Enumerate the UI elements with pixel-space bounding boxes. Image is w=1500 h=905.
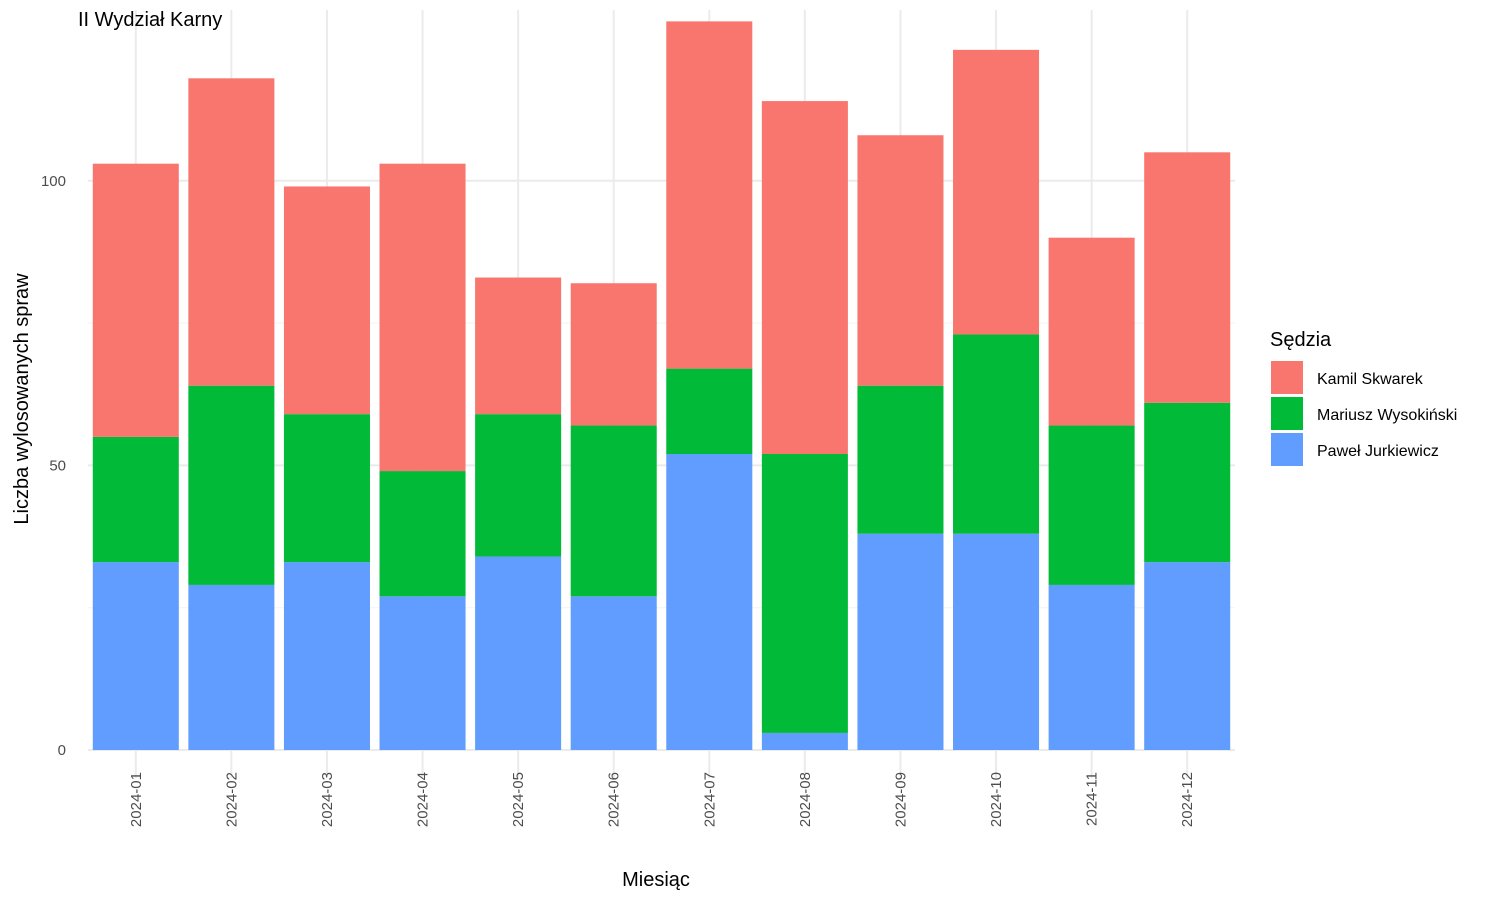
bar-segment [188, 385, 275, 585]
bar-segment [1144, 402, 1231, 563]
x-tick-label: 2024-02 [223, 772, 240, 827]
bar-segment [92, 163, 179, 437]
legend-label: Mariusz Wysokiński [1317, 407, 1457, 424]
x-tick-label: 2024-09 [892, 772, 909, 827]
bar-segment [761, 732, 848, 750]
bar-segment [475, 414, 562, 557]
bar-segment [666, 454, 753, 750]
bar-segment [1048, 425, 1135, 585]
legend-label: Kamil Skwarek [1317, 371, 1424, 388]
x-tick-label: 2024-07 [701, 772, 718, 827]
bar-segment [283, 186, 370, 415]
bar-segment [379, 163, 466, 472]
bar-segment [666, 21, 753, 369]
legend-title: Sędzia [1270, 329, 1332, 351]
x-tick-label: 2024-11 [1084, 772, 1101, 826]
bar-segment [1048, 237, 1135, 426]
bar-segment [379, 596, 466, 750]
x-tick-label: 2024-03 [319, 772, 336, 827]
bar-segment [92, 562, 179, 750]
x-tick-label: 2024-08 [797, 772, 814, 827]
bar-segment [379, 471, 466, 597]
bar-segment [1144, 152, 1231, 403]
legend-label: Paweł Jurkiewicz [1317, 443, 1439, 460]
x-tick-label: 2024-05 [510, 772, 527, 827]
bar-segment [188, 78, 275, 386]
x-tick-label: 2024-10 [988, 772, 1005, 827]
bar-segment [666, 368, 753, 454]
bar-segment [1048, 584, 1135, 750]
bar-segment [570, 596, 657, 750]
chart-title: II Wydział Karny [78, 9, 222, 31]
y-axis-title: Liczba wylosowanych spraw [11, 273, 33, 525]
y-tick-label: 100 [41, 173, 66, 190]
legend-swatch [1271, 361, 1303, 394]
bar-segment [283, 414, 370, 563]
bar-segment [857, 385, 944, 534]
bar-segment [570, 283, 657, 426]
bar-segment [953, 334, 1040, 534]
bar-segment [188, 584, 275, 750]
x-tick-label: 2024-06 [606, 772, 623, 827]
y-tick-label: 50 [49, 457, 66, 474]
bar-segment [475, 556, 562, 750]
x-tick-label: 2024-04 [415, 772, 432, 827]
legend-swatch [1271, 433, 1303, 466]
bar-segment [857, 533, 944, 750]
bar-segment [953, 49, 1040, 335]
bar-segment [570, 425, 657, 597]
bar-segment [475, 277, 562, 415]
y-tick-label: 0 [58, 742, 66, 759]
axis-layer: 0 50 100 2024-01 2024-02 2024-03 2024-04 2024-0… [41, 173, 1196, 827]
x-tick-label: 2024-12 [1179, 772, 1196, 827]
bar-segment [953, 533, 1040, 750]
x-axis-title: Miesiąc [622, 869, 690, 891]
bar-segment [1144, 562, 1231, 750]
bar-segment [283, 562, 370, 750]
bars-layer [92, 21, 1231, 750]
bar-segment [761, 101, 848, 455]
x-tick-label: 2024-01 [128, 772, 145, 827]
bar-segment [857, 135, 944, 386]
legend-swatch [1271, 397, 1303, 430]
legend: Sędzia Kamil Skwarek Mariusz Wysokiński Pa… [1270, 329, 1457, 466]
bar-segment [92, 436, 179, 563]
bar-segment [761, 454, 848, 733]
